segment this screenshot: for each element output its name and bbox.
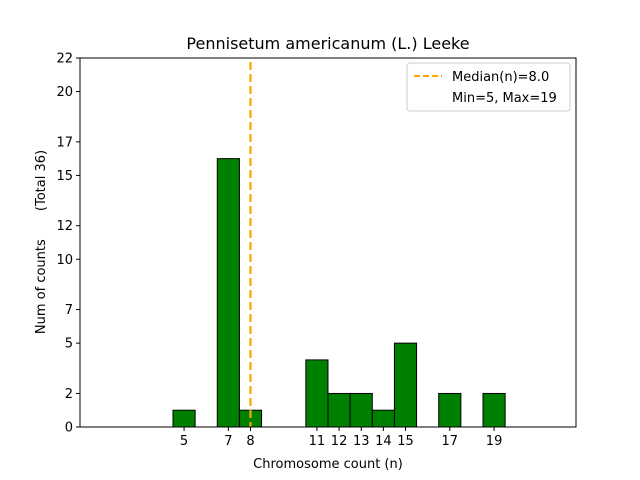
y-tick-label-5: 5	[65, 337, 73, 352]
legend-median-label: Median(n)=8.0	[452, 70, 549, 85]
bar-n-17	[438, 392, 462, 428]
x-tick-label-14: 14	[375, 434, 392, 449]
bar-n-19	[482, 392, 506, 428]
bar-n-12	[327, 392, 351, 428]
x-axis-ticks: 5 7 8 11 12 13 14 15 17 19	[180, 427, 502, 449]
y-tick-label-15: 15	[56, 169, 73, 184]
y-axis-label: Num of counts (Total 36)	[34, 150, 49, 334]
x-axis-label: Chromosome count (n)	[253, 457, 403, 472]
bar-n-14	[371, 409, 395, 428]
legend-range-label: Min=5, Max=19	[452, 91, 557, 106]
x-tick-label-13: 13	[353, 434, 370, 449]
x-tick-label-7: 7	[224, 434, 232, 449]
x-tick-label-11: 11	[309, 434, 326, 449]
x-tick-label-5: 5	[180, 434, 188, 449]
y-axis-ticks: 0 2 5 7 10 12 15 17 20 22	[56, 52, 80, 436]
y-tick-label-0: 0	[65, 421, 73, 436]
y-tick-label-10: 10	[56, 253, 73, 268]
bar-n-15	[393, 342, 418, 428]
y-axis-label-total: (Total 36)	[34, 150, 49, 211]
bar-n-7	[216, 158, 240, 428]
y-tick-label-12: 12	[56, 219, 73, 234]
plot-frame	[79, 57, 577, 428]
x-tick-label-15: 15	[397, 434, 414, 449]
x-tick-label-8: 8	[246, 434, 254, 449]
y-tick-label-22: 22	[56, 52, 73, 67]
x-tick-label-12: 12	[331, 434, 348, 449]
legend-box	[406, 62, 571, 112]
bar-n-11	[305, 359, 329, 428]
y-axis-label-main: Num of counts	[34, 239, 49, 334]
x-tick-label-17: 17	[442, 434, 459, 449]
x-tick-label-19: 19	[486, 434, 503, 449]
bars-layer	[172, 158, 506, 428]
bar-n-5	[172, 409, 196, 428]
y-tick-label-20: 20	[56, 85, 73, 100]
y-tick-label-7: 7	[65, 303, 73, 318]
bar-n-13	[349, 392, 373, 428]
y-tick-label-2: 2	[65, 387, 73, 402]
legend: Median(n)=8.0 Min=5, Max=19	[406, 62, 571, 112]
y-tick-label-17: 17	[56, 135, 73, 150]
chart-title: Pennisetum americanum (L.) Leeke	[186, 34, 469, 53]
